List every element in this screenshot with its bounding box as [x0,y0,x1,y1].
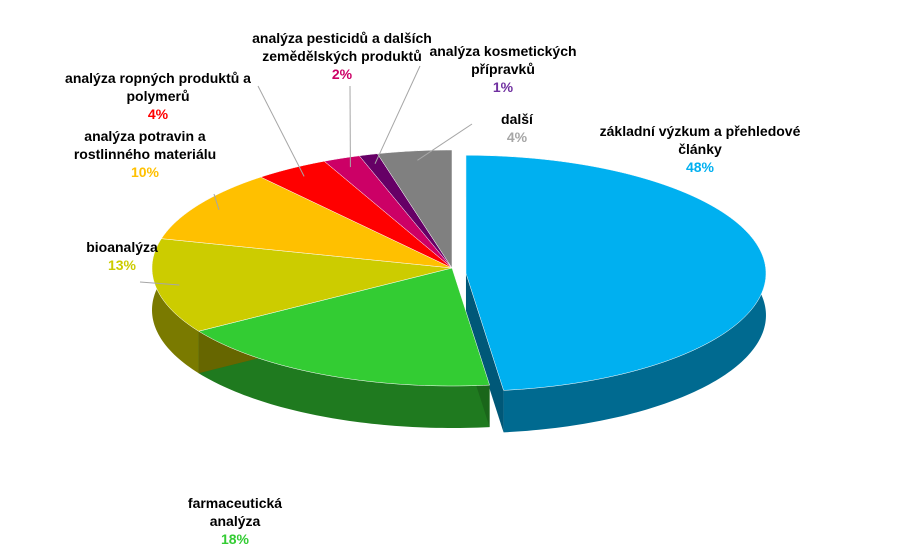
value-label: 13% [107,257,137,273]
slice-label: bioanalýza 13% [67,238,177,274]
category-label: základní výzkum a přehledové články [599,123,801,157]
category-label: analýza kosmetických přípravků [429,43,577,77]
slice-label: analýza potravin a rostlinného materiálu… [70,127,220,181]
pie-slice [198,267,490,387]
value-label: 4% [147,106,169,122]
value-label: 2% [331,66,353,82]
pie-slice [465,155,767,391]
pie-slice [260,160,453,269]
leader-line [213,193,220,210]
pie-slice [376,149,453,269]
leader-line [417,123,473,161]
slice-side [198,331,490,428]
category-label: další [501,111,533,127]
leader-line [374,65,421,164]
slice-label: další 4% [487,110,547,146]
leader-line [257,85,305,177]
pie-slice [323,155,453,269]
value-label: 4% [506,129,528,145]
category-label: analýza pesticidů a dalších zemědělských… [252,30,432,64]
slice-label: základní výzkum a přehledové články 48% [585,122,815,176]
value-label: 10% [130,164,160,180]
slice-side [152,238,199,374]
value-label: 48% [685,159,715,175]
value-label: 18% [220,531,250,547]
slice-label: analýza kosmetických přípravků 1% [423,42,583,96]
category-label: analýza ropných produktů a polymerů [65,70,251,104]
leader-line [139,281,180,286]
pie-slice [160,176,453,269]
pie-slice [151,238,453,332]
category-label: farmaceutická analýza [187,495,283,529]
slice-label: analýza ropných produktů a polymerů 4% [63,69,253,123]
slice-label: analýza pesticidů a dalších zemědělských… [247,29,437,83]
value-label: 1% [492,79,514,95]
category-label: bioanalýza [86,239,158,255]
slice-label: farmaceutická analýza 18% [165,494,305,548]
category-label: analýza potravin a rostlinného materiálu [73,128,217,162]
slice-side [465,273,504,433]
